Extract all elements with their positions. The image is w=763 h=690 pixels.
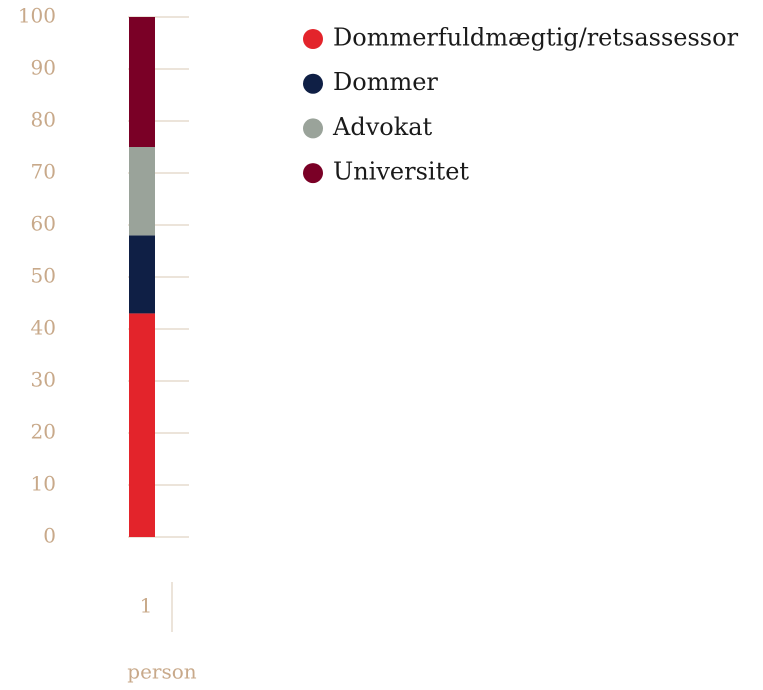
- x-axis-label: person: [127, 660, 197, 684]
- y-tick-label: 40: [31, 316, 56, 340]
- y-tick-label: 10: [31, 472, 56, 496]
- bar-segment: [129, 313, 155, 537]
- legend-label: Advokat: [332, 113, 433, 141]
- legend-marker: [303, 73, 323, 94]
- y-tick-label: 90: [31, 56, 56, 80]
- legend-label: Dommer: [333, 68, 438, 96]
- bar-segment: [129, 235, 155, 314]
- bar-segment: [129, 147, 155, 236]
- y-tick-label: 0: [43, 524, 56, 548]
- y-tick-label: 70: [31, 160, 56, 184]
- legend-marker: [303, 29, 323, 49]
- legend-marker: [303, 118, 323, 139]
- y-tick-label: 20: [31, 420, 56, 444]
- y-tick-label: 60: [31, 212, 56, 236]
- bar-segment: [129, 17, 155, 147]
- y-tick-label: 80: [31, 108, 56, 132]
- legend-label: Universitet: [333, 158, 469, 186]
- legend-marker: [303, 163, 323, 184]
- y-tick-label: 50: [31, 264, 56, 288]
- y-tick-label: 100: [18, 4, 56, 28]
- x-tick-label: 1: [140, 594, 153, 618]
- legend-label: Dommerfuldmægtig/retsassessor: [333, 24, 739, 52]
- y-tick-label: 30: [31, 368, 56, 392]
